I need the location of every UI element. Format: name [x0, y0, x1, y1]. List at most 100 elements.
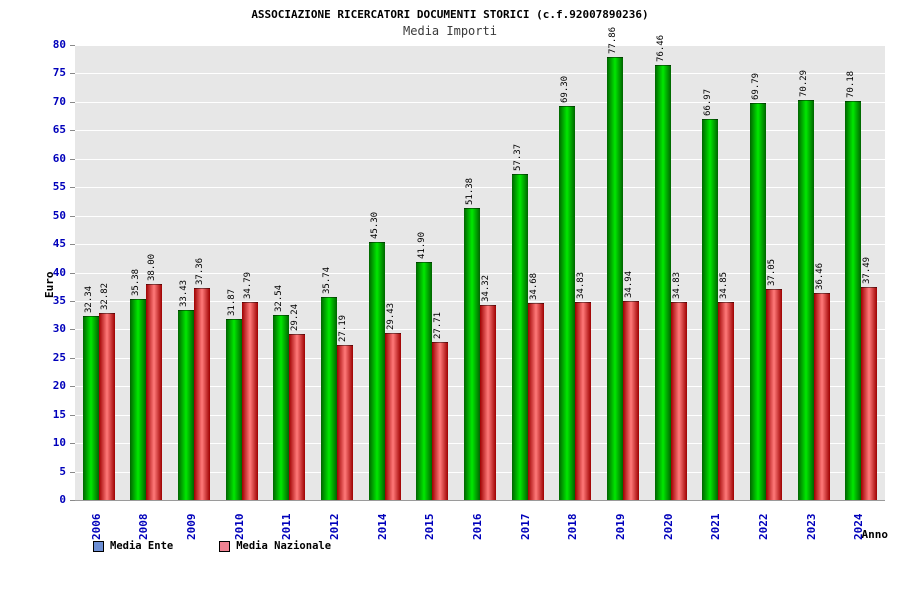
bar-media-nazionale	[670, 301, 687, 500]
grid-line	[75, 130, 885, 132]
bar-media-nazionale	[98, 313, 115, 500]
chart-subtitle: Media Importi	[403, 24, 497, 38]
bar-media-ente	[225, 318, 242, 500]
grid-line	[75, 300, 885, 302]
y-tick	[70, 386, 75, 388]
bar-media-nazionale	[718, 301, 735, 500]
x-tick-label: 2024	[852, 513, 866, 541]
y-tick-label: 20	[52, 379, 66, 393]
y-tick	[70, 471, 75, 473]
y-tick-label: 30	[52, 322, 66, 336]
bar-value-label: 34.85	[719, 271, 730, 299]
bar-value-label: 37.05	[766, 259, 777, 287]
grid-line	[75, 101, 885, 103]
bar-media-nazionale	[337, 345, 354, 500]
legend-label: Media Ente	[110, 540, 174, 552]
grid-line	[75, 73, 885, 75]
plot-area	[75, 45, 885, 501]
bar-value-label: 69.79	[750, 72, 761, 101]
grid-line	[75, 45, 885, 46]
y-tick-label: 15	[52, 407, 66, 421]
bar-media-ente	[130, 298, 147, 500]
y-tick-label: 65	[52, 123, 66, 137]
y-tick-label: 35	[52, 293, 66, 307]
bar-value-label: 34.79	[242, 272, 253, 300]
bar-value-label: 45.30	[369, 212, 380, 240]
bar-media-ente	[749, 103, 766, 500]
bar-media-ente	[368, 242, 385, 500]
bar-value-label: 35.74	[322, 266, 333, 294]
bar-value-label: 32.54	[274, 284, 285, 312]
bar-media-ente	[464, 207, 480, 500]
y-tick-label: 75	[52, 66, 66, 80]
bar-value-label: 70.18	[846, 70, 857, 98]
bar-value-label: 69.30	[560, 75, 571, 103]
y-tick	[70, 443, 75, 445]
bar-value-label: 34.83	[576, 271, 587, 299]
x-tick-label: 2006	[89, 513, 103, 541]
bar-media-ente	[797, 100, 814, 500]
bar-media-nazionale	[861, 286, 878, 500]
y-tick-label: 5	[59, 464, 66, 478]
x-tick-label: 2018	[566, 513, 580, 541]
bar-value-label: 27.71	[433, 312, 444, 340]
bar-media-ente	[178, 309, 195, 500]
y-tick	[70, 272, 75, 274]
bar-media-ente	[82, 316, 99, 500]
bar-value-label: 36.46	[814, 262, 825, 290]
y-tick	[70, 500, 75, 501]
bar-media-nazionale	[241, 302, 258, 500]
y-tick-label: 40	[52, 265, 66, 279]
bar-value-label: 33.43	[179, 279, 190, 307]
x-axis-title: Anno	[861, 528, 889, 541]
grid-line	[75, 187, 885, 189]
grid-line	[75, 244, 885, 246]
x-tick-label: 2010	[232, 513, 246, 541]
x-tick-label: 2015	[423, 513, 437, 541]
x-tick-label: 2017	[518, 513, 532, 541]
y-tick-label: 45	[52, 237, 66, 251]
bar-value-label: 76.46	[655, 35, 666, 63]
x-tick-label: 2011	[280, 513, 294, 541]
bar-media-nazionale	[765, 289, 782, 500]
legend: Media Ente Media Nazionale	[93, 540, 331, 552]
x-tick-label: 2012	[328, 513, 342, 541]
y-tick-label: 50	[52, 208, 66, 222]
y-tick	[70, 158, 75, 160]
bar-value-label: 32.82	[99, 283, 110, 311]
y-tick	[70, 357, 75, 359]
bar-media-nazionale	[432, 342, 449, 500]
bar-value-label: 77.86	[607, 27, 618, 55]
bar-value-label: 51.38	[465, 177, 475, 205]
legend-swatch	[219, 540, 231, 552]
bar-media-ente	[511, 173, 528, 500]
legend-item: Media Nazionale	[219, 540, 331, 552]
y-tick	[70, 300, 75, 302]
bar-media-ente	[606, 57, 623, 500]
x-tick-label: 2008	[137, 513, 151, 541]
bar-media-nazionale	[813, 292, 830, 500]
x-tick-label: 2019	[613, 513, 627, 541]
bar-value-label: 37.36	[195, 257, 206, 285]
bar-value-label: 35.38	[131, 268, 142, 296]
y-tick-label: 60	[52, 151, 66, 165]
x-tick-label: 2014	[375, 513, 389, 541]
bar-media-nazionale	[194, 287, 211, 500]
grid-line	[75, 158, 885, 160]
bar-value-label: 34.68	[528, 272, 539, 300]
bar-value-label: 34.83	[671, 271, 682, 299]
bar-value-label: 29.43	[385, 302, 396, 330]
y-tick-label: 55	[52, 180, 66, 194]
x-tick-label: 2023	[804, 513, 818, 541]
legend-item: Media Ente	[93, 540, 173, 552]
y-tick-label: 80	[52, 38, 66, 51]
bar-media-nazionale	[575, 301, 592, 500]
bar-value-label: 41.90	[417, 231, 428, 259]
bar-value-label: 31.87	[226, 288, 237, 316]
bar-media-ente	[321, 296, 338, 500]
x-tick-label: 2020	[661, 513, 675, 541]
y-tick-label: 70	[52, 94, 66, 108]
bar-media-ente	[559, 105, 576, 500]
bar-value-label: 29.24	[290, 303, 301, 331]
